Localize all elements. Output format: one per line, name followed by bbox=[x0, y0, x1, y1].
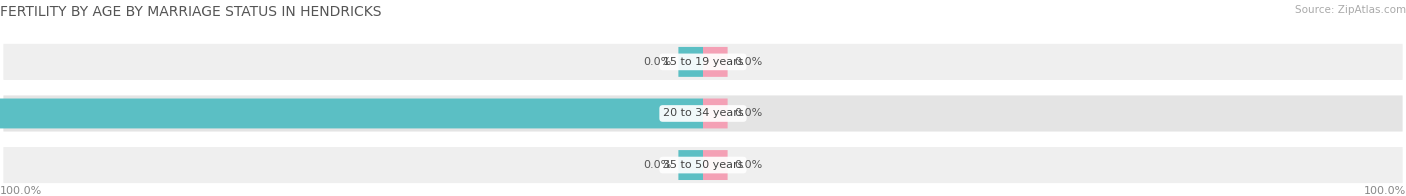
Text: 0.0%: 0.0% bbox=[734, 160, 763, 170]
FancyBboxPatch shape bbox=[678, 150, 703, 180]
FancyBboxPatch shape bbox=[678, 47, 703, 77]
FancyBboxPatch shape bbox=[703, 99, 728, 128]
FancyBboxPatch shape bbox=[703, 47, 728, 77]
Text: 15 to 19 years: 15 to 19 years bbox=[662, 57, 744, 67]
Text: Source: ZipAtlas.com: Source: ZipAtlas.com bbox=[1295, 5, 1406, 15]
Text: 0.0%: 0.0% bbox=[734, 108, 763, 118]
FancyBboxPatch shape bbox=[703, 150, 728, 180]
Text: 0.0%: 0.0% bbox=[734, 57, 763, 67]
Text: FERTILITY BY AGE BY MARRIAGE STATUS IN HENDRICKS: FERTILITY BY AGE BY MARRIAGE STATUS IN H… bbox=[0, 5, 381, 19]
Text: 0.0%: 0.0% bbox=[643, 57, 672, 67]
FancyBboxPatch shape bbox=[3, 95, 1403, 132]
FancyBboxPatch shape bbox=[3, 44, 1403, 80]
Text: 35 to 50 years: 35 to 50 years bbox=[662, 160, 744, 170]
Text: 100.0%: 100.0% bbox=[1364, 186, 1406, 196]
Text: 20 to 34 years: 20 to 34 years bbox=[662, 108, 744, 118]
FancyBboxPatch shape bbox=[0, 99, 703, 128]
Text: 100.0%: 100.0% bbox=[0, 186, 42, 196]
FancyBboxPatch shape bbox=[3, 147, 1403, 183]
Legend: Married, Unmarried: Married, Unmarried bbox=[624, 195, 782, 196]
Text: 0.0%: 0.0% bbox=[643, 160, 672, 170]
